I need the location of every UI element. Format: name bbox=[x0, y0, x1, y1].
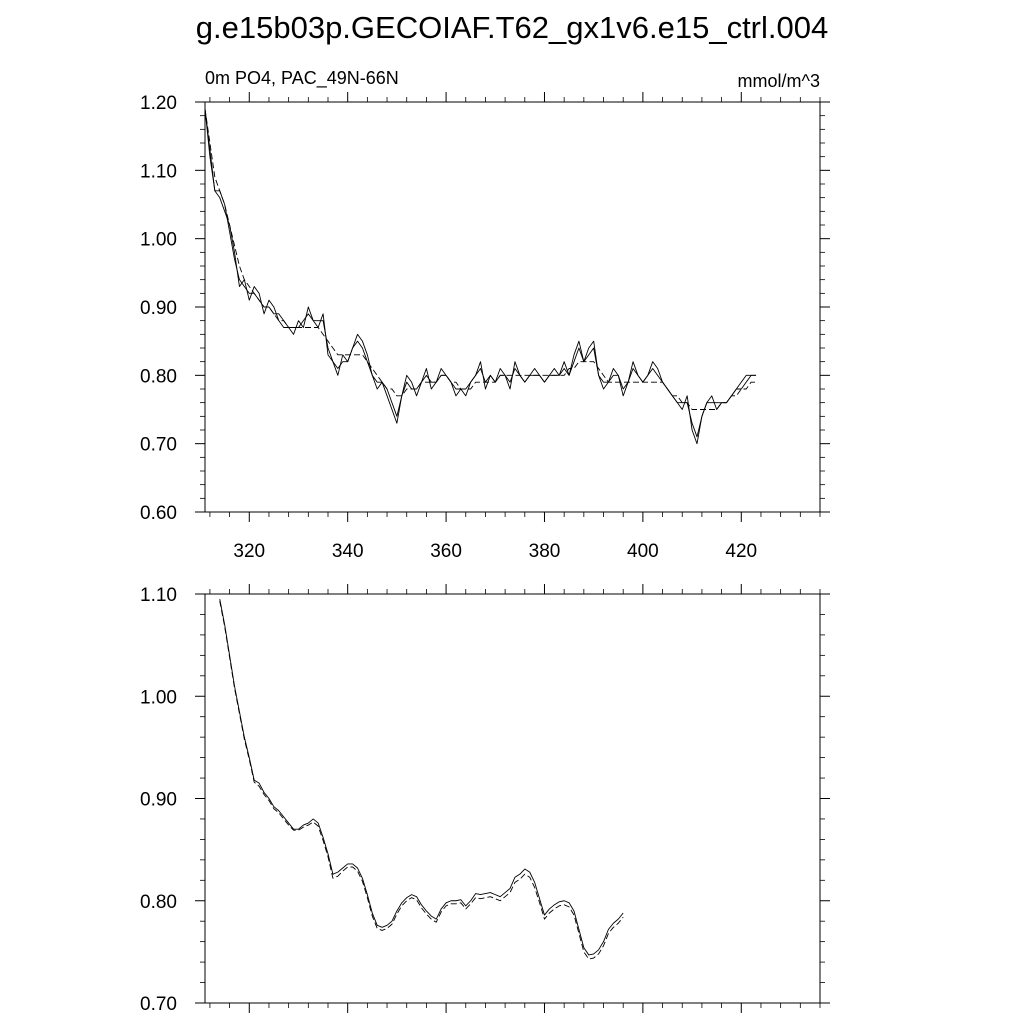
top-y-tick-label: 0.70 bbox=[140, 435, 177, 456]
top-series-line-1 bbox=[204, 108, 757, 445]
top-y-tick-label: 0.90 bbox=[140, 298, 177, 319]
top-x-tick-label: 320 bbox=[233, 541, 265, 562]
top-y-tick-label: 1.00 bbox=[140, 230, 177, 251]
top-x-tick-label: 360 bbox=[430, 541, 462, 562]
top-x-tick-label: 340 bbox=[332, 541, 364, 562]
top-y-tick-label: 0.80 bbox=[140, 366, 177, 387]
top-y-tick-label: 0.60 bbox=[140, 503, 177, 524]
top-plot-frame bbox=[204, 101, 821, 513]
bottom-plot-frame bbox=[204, 593, 821, 1004]
top-y-tick-label: 1.10 bbox=[140, 161, 177, 182]
bottom-y-tick-label: 0.80 bbox=[140, 892, 177, 913]
bottom-y-tick-label: 1.00 bbox=[140, 687, 177, 708]
top-x-tick-label: 380 bbox=[529, 541, 561, 562]
top-x-tick-label: 400 bbox=[627, 541, 659, 562]
top-panel-right-label: mmol/m^3 bbox=[738, 71, 820, 91]
bottom-y-tick-label: 1.10 bbox=[140, 585, 177, 606]
bottom-series-line-1 bbox=[219, 599, 624, 956]
bottom-series-line-2 bbox=[219, 601, 624, 960]
top-x-tick-label: 420 bbox=[725, 541, 757, 562]
bottom-y-tick-label: 0.70 bbox=[140, 994, 177, 1015]
figure-title: g.e15b03p.GECOIAF.T62_gx1v6.e15_ctrl.004 bbox=[196, 10, 828, 45]
top-series-line-2 bbox=[204, 108, 757, 438]
top-y-tick-label: 1.20 bbox=[140, 93, 177, 114]
bottom-y-tick-label: 0.90 bbox=[140, 790, 177, 811]
bottom-panel: 0.70 0.80 0.90 1.00 1.10 bbox=[140, 584, 830, 1015]
top-panel: 0m PO4, PAC_49N-66N mmol/m^3 320 340 360 38… bbox=[140, 68, 830, 562]
top-panel-left-label: 0m PO4, PAC_49N-66N bbox=[205, 68, 399, 89]
top-series-line-3 bbox=[204, 108, 757, 410]
